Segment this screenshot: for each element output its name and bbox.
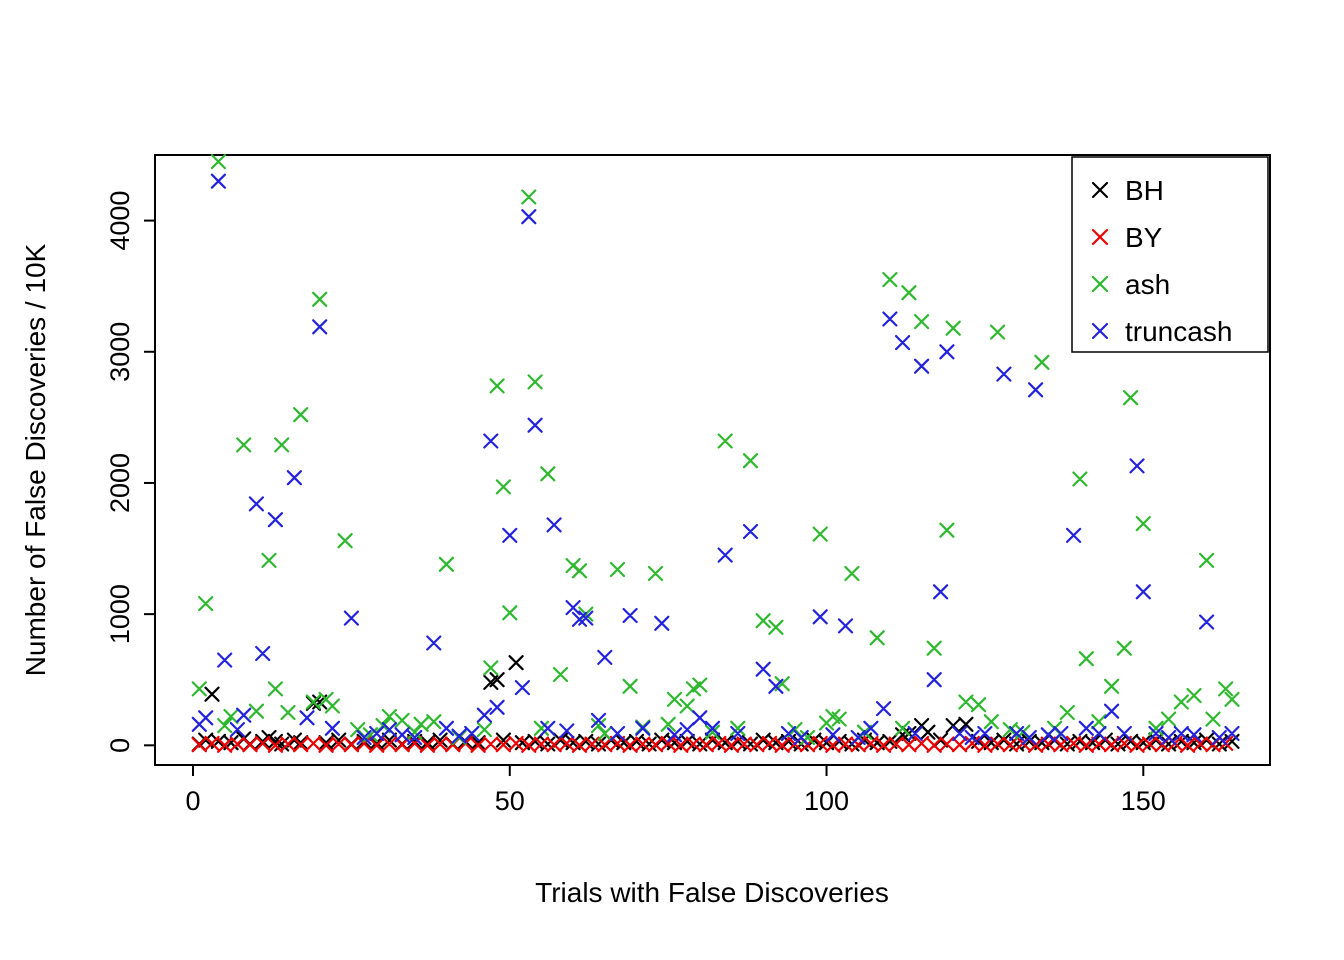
legend-label-truncash: truncash — [1125, 316, 1232, 347]
x-tick-label: 0 — [185, 786, 200, 816]
y-tick-label: 3000 — [105, 322, 135, 382]
x-tick-label: 50 — [495, 786, 525, 816]
series-points-BY — [191, 735, 1234, 753]
x-axis-label: Trials with False Discoveries — [535, 877, 889, 908]
series-truncash — [191, 173, 1240, 746]
legend-label-ash: ash — [1125, 269, 1170, 300]
x-tick-label: 150 — [1121, 786, 1166, 816]
plot-box — [154, 154, 1271, 766]
legend-marker-BH — [1091, 181, 1109, 199]
legend-label-BH: BH — [1125, 175, 1164, 206]
legend-box — [1071, 156, 1269, 353]
y-tick-label: 2000 — [105, 453, 135, 513]
series-points-truncash — [191, 173, 1240, 746]
y-axis-label: Number of False Discoveries / 10K — [20, 243, 51, 677]
legend-label-BY: BY — [1125, 222, 1163, 253]
series-BY — [191, 735, 1234, 753]
y-tick-label: 0 — [105, 738, 135, 753]
y-tick-label: 1000 — [105, 584, 135, 644]
y-tick-label: 4000 — [105, 191, 135, 251]
legend-marker-BY — [1091, 228, 1109, 246]
x-tick-label: 100 — [804, 786, 849, 816]
legend-marker-ash — [1091, 275, 1109, 293]
legend-marker-truncash — [1091, 322, 1109, 340]
